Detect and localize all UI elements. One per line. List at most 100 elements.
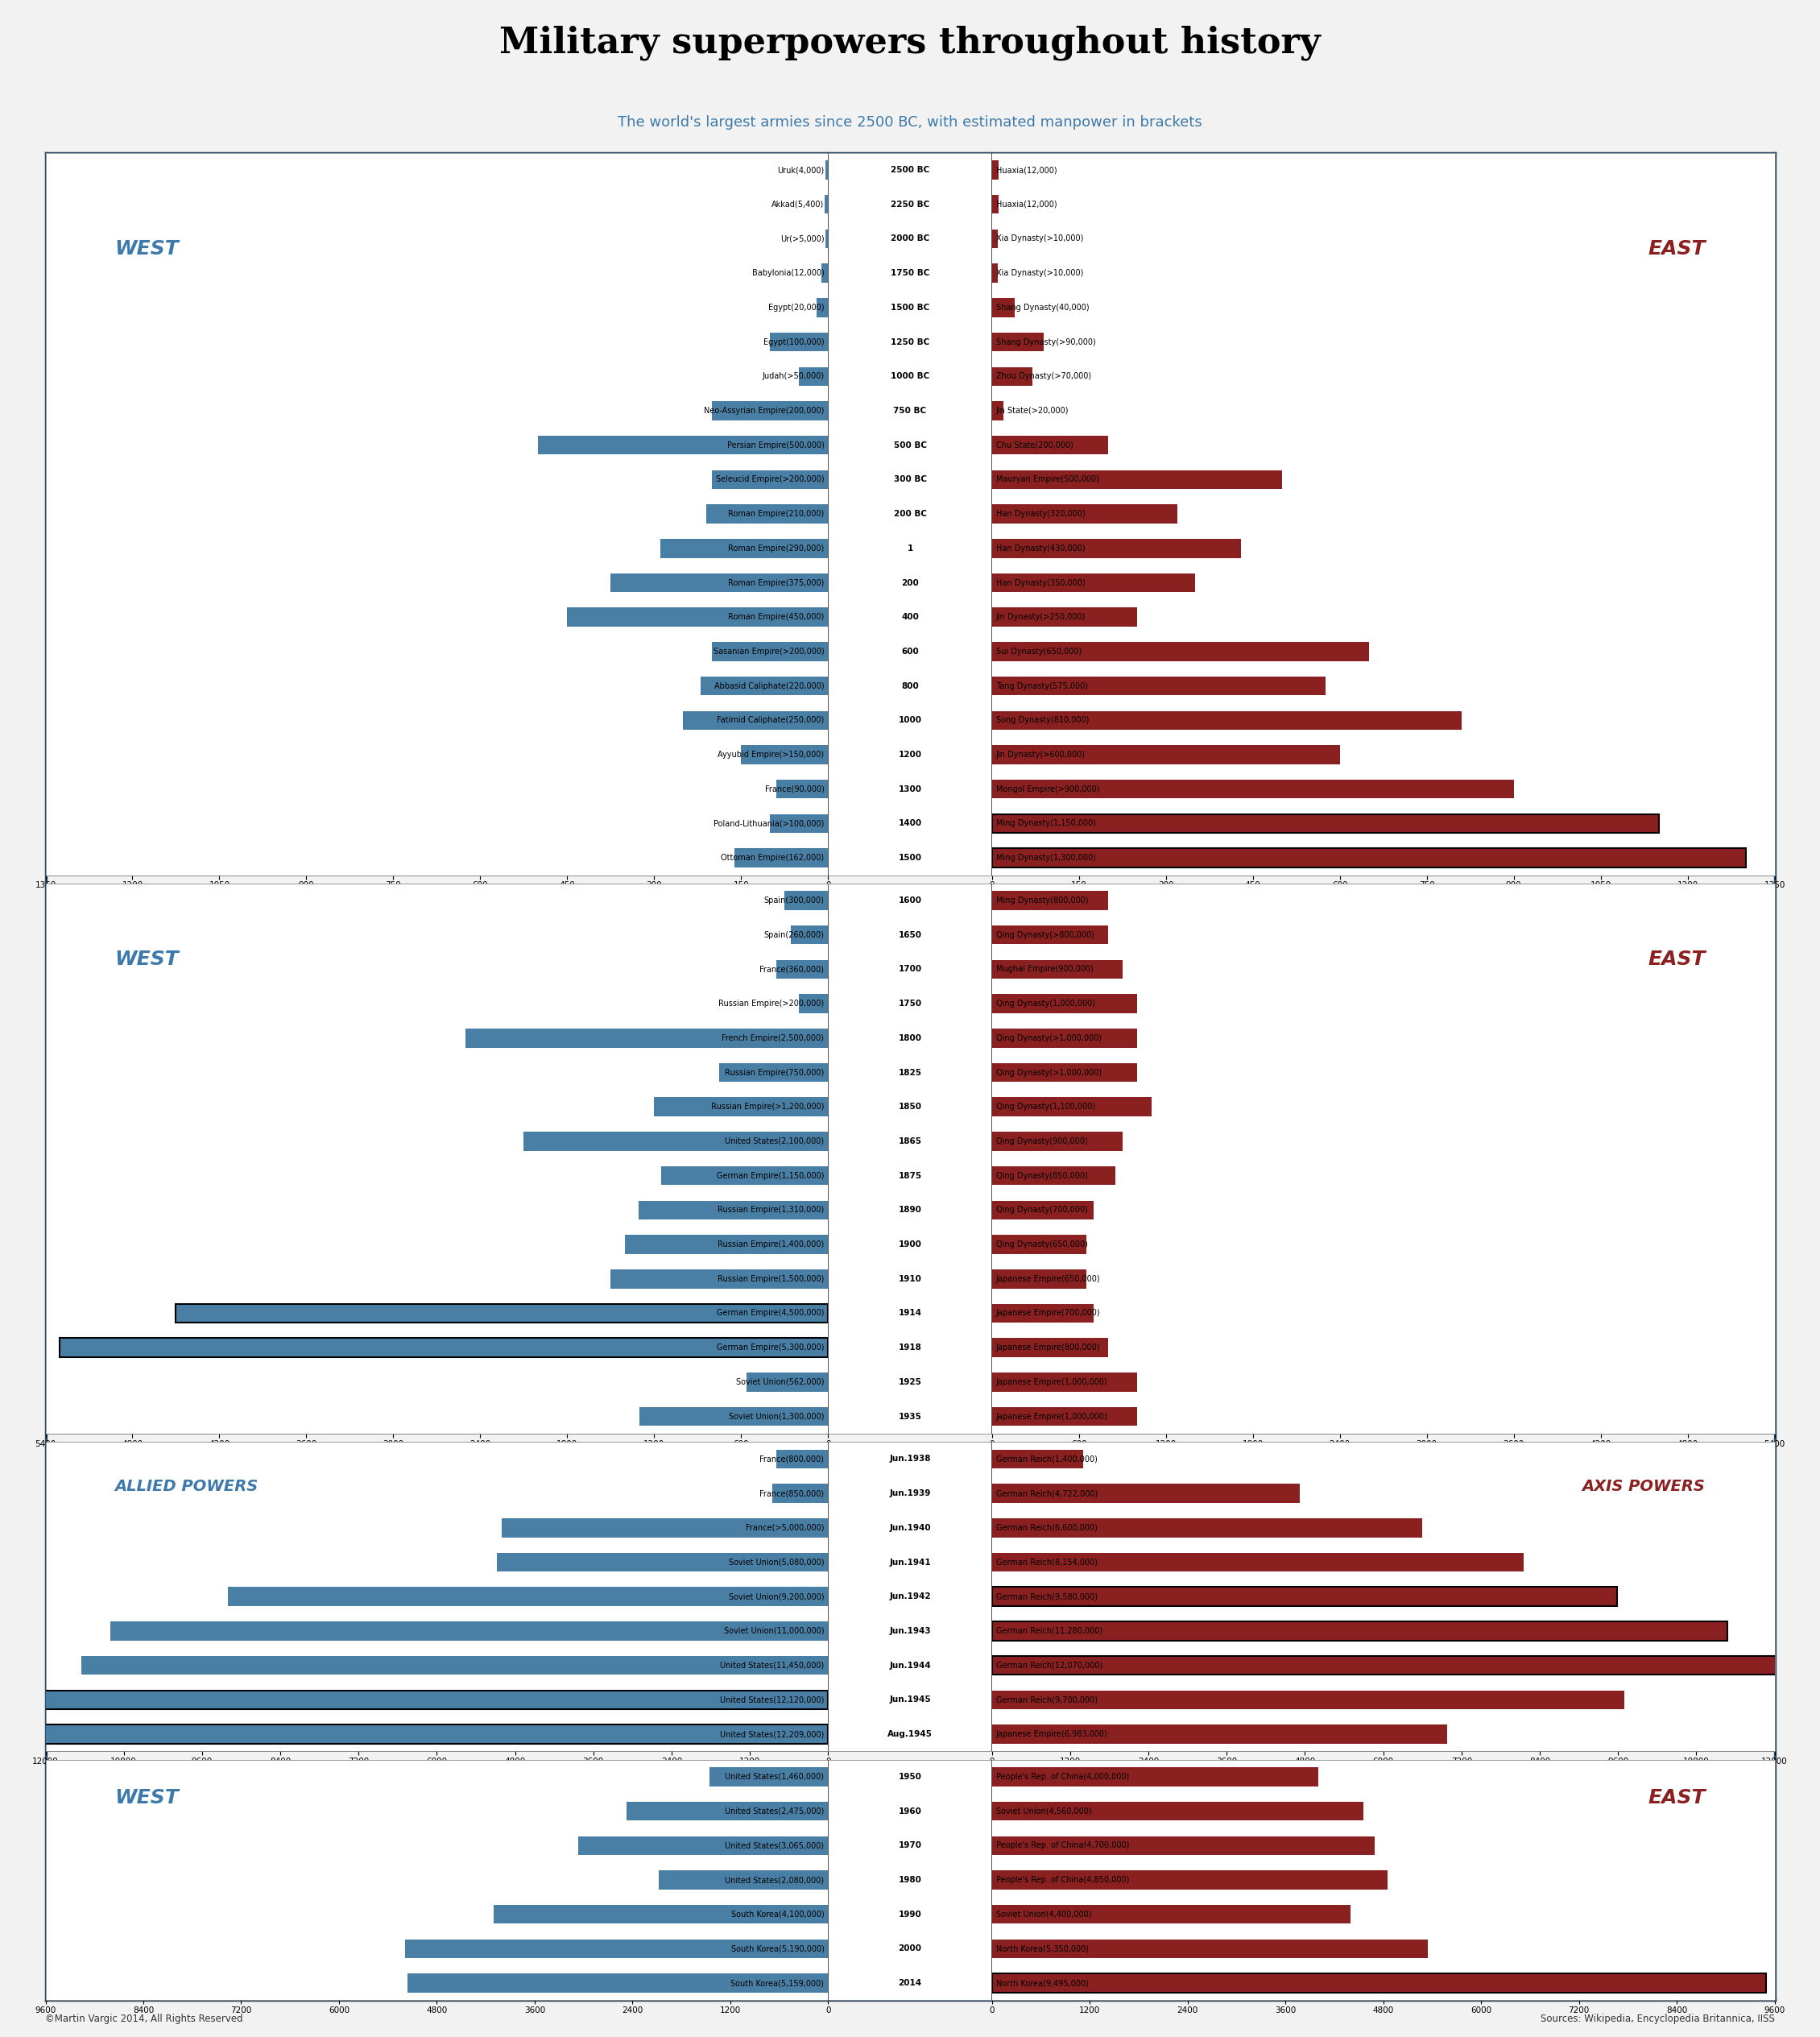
Text: EAST: EAST bbox=[1647, 949, 1705, 970]
Bar bbox=[992, 1338, 1108, 1357]
Text: ©Martin Vargic 2014, All Rights Reserved: ©Martin Vargic 2014, All Rights Reserved bbox=[46, 2013, 244, 2025]
Text: Russian Empire(750,000): Russian Empire(750,000) bbox=[724, 1069, 824, 1076]
Text: Russian Empire(1,400,000): Russian Empire(1,400,000) bbox=[717, 1241, 824, 1249]
Text: 1600: 1600 bbox=[899, 896, 921, 904]
Bar bbox=[82, 1656, 828, 1674]
Bar bbox=[992, 890, 1108, 911]
Bar bbox=[992, 607, 1138, 627]
Text: Fatimid Caliphate(250,000): Fatimid Caliphate(250,000) bbox=[717, 717, 824, 725]
Text: The world's largest armies since 2500 BC, with estimated manpower in brackets: The world's largest armies since 2500 BC… bbox=[617, 114, 1203, 130]
Text: Spain(260,000): Spain(260,000) bbox=[764, 931, 824, 939]
Text: People's Rep. of China(4,850,000): People's Rep. of China(4,850,000) bbox=[996, 1876, 1128, 1884]
Text: Soviet Union(9,200,000): Soviet Union(9,200,000) bbox=[728, 1593, 824, 1601]
Text: Shang Dynasty(40,000): Shang Dynasty(40,000) bbox=[996, 304, 1088, 312]
Text: 1300: 1300 bbox=[899, 784, 921, 792]
Bar bbox=[992, 1905, 1350, 1923]
Text: 2250 BC: 2250 BC bbox=[890, 200, 930, 208]
Bar bbox=[712, 471, 828, 489]
Text: Akkad(5,400): Akkad(5,400) bbox=[772, 200, 824, 208]
Bar bbox=[177, 1304, 828, 1322]
Text: 1000: 1000 bbox=[899, 717, 921, 725]
Text: Jin Dynasty(>600,000): Jin Dynasty(>600,000) bbox=[996, 752, 1085, 758]
Text: France(90,000): France(90,000) bbox=[764, 784, 824, 792]
Bar bbox=[539, 436, 828, 454]
Bar bbox=[992, 230, 997, 249]
Text: Russian Empire(1,500,000): Russian Empire(1,500,000) bbox=[717, 1275, 824, 1283]
Bar bbox=[799, 367, 828, 385]
Text: German Reich(12,070,000): German Reich(12,070,000) bbox=[996, 1662, 1103, 1670]
Text: German Empire(5,300,000): German Empire(5,300,000) bbox=[717, 1344, 824, 1353]
Text: Jun.1941: Jun.1941 bbox=[890, 1558, 930, 1566]
Text: ALLIED POWERS: ALLIED POWERS bbox=[115, 1479, 258, 1495]
Text: 1900: 1900 bbox=[899, 1241, 921, 1249]
Text: 1250 BC: 1250 BC bbox=[890, 338, 930, 346]
Bar bbox=[497, 1552, 828, 1573]
Text: People's Rep. of China(4,000,000): People's Rep. of China(4,000,000) bbox=[996, 1772, 1128, 1780]
Bar bbox=[992, 959, 1123, 978]
Bar bbox=[992, 815, 1658, 833]
Text: Han Dynasty(350,000): Han Dynasty(350,000) bbox=[996, 579, 1085, 587]
Text: Huaxia(12,000): Huaxia(12,000) bbox=[996, 165, 1057, 173]
Bar bbox=[992, 1098, 1152, 1116]
Text: United States(2,080,000): United States(2,080,000) bbox=[724, 1876, 824, 1884]
Text: 1990: 1990 bbox=[899, 1911, 921, 1919]
Text: Qing Dynasty(>800,000): Qing Dynasty(>800,000) bbox=[996, 931, 1094, 939]
Bar bbox=[821, 263, 828, 283]
Bar bbox=[775, 780, 828, 799]
Bar bbox=[992, 196, 999, 214]
Text: AXIS POWERS: AXIS POWERS bbox=[1582, 1479, 1705, 1495]
Text: 1750: 1750 bbox=[899, 1000, 921, 1008]
Bar bbox=[579, 1835, 828, 1856]
Text: Xia Dynasty(>10,000): Xia Dynasty(>10,000) bbox=[996, 234, 1083, 242]
Text: Japanese Empire(1,000,000): Japanese Empire(1,000,000) bbox=[996, 1412, 1108, 1420]
Text: 600: 600 bbox=[901, 648, 919, 656]
Bar bbox=[992, 1167, 1116, 1186]
Text: Han Dynasty(430,000): Han Dynasty(430,000) bbox=[996, 544, 1085, 552]
Bar bbox=[992, 297, 1016, 318]
Text: Soviet Union(4,400,000): Soviet Union(4,400,000) bbox=[996, 1911, 1092, 1919]
Bar bbox=[653, 1098, 828, 1116]
Text: 1950: 1950 bbox=[899, 1772, 921, 1780]
Text: Qing Dynasty(>1,000,000): Qing Dynasty(>1,000,000) bbox=[996, 1035, 1101, 1043]
Text: Jun.1938: Jun.1938 bbox=[890, 1454, 930, 1463]
Text: Tang Dynasty(575,000): Tang Dynasty(575,000) bbox=[996, 682, 1088, 691]
Text: Qing Dynasty(650,000): Qing Dynasty(650,000) bbox=[996, 1241, 1088, 1249]
Text: 300 BC: 300 BC bbox=[894, 475, 926, 483]
Bar bbox=[992, 1234, 1087, 1255]
Text: German Empire(4,500,000): German Empire(4,500,000) bbox=[717, 1310, 824, 1318]
Text: United States(2,100,000): United States(2,100,000) bbox=[724, 1137, 824, 1145]
Bar bbox=[992, 676, 1325, 695]
Bar bbox=[661, 540, 828, 558]
Text: 1750 BC: 1750 BC bbox=[890, 269, 930, 277]
Bar bbox=[992, 572, 1194, 593]
Text: People's Rep. of China(4,700,000): People's Rep. of China(4,700,000) bbox=[996, 1841, 1128, 1850]
X-axis label: Thousands of soldiers: Thousands of soldiers bbox=[382, 892, 491, 902]
Bar bbox=[992, 1939, 1429, 1958]
Text: Ottoman Empire(162,000): Ottoman Empire(162,000) bbox=[721, 854, 824, 862]
Bar bbox=[992, 1133, 1123, 1151]
Bar bbox=[992, 471, 1281, 489]
Text: Ming Dynasty(1,150,000): Ming Dynasty(1,150,000) bbox=[996, 819, 1096, 827]
Text: Ming Dynasty(1,300,000): Ming Dynasty(1,300,000) bbox=[996, 854, 1096, 862]
Bar bbox=[992, 1801, 1363, 1821]
Bar bbox=[770, 332, 828, 352]
Text: EAST: EAST bbox=[1647, 1788, 1705, 1807]
Text: France(>5,000,000): France(>5,000,000) bbox=[746, 1524, 824, 1532]
Text: Huaxia(12,000): Huaxia(12,000) bbox=[996, 200, 1057, 208]
Bar bbox=[38, 1691, 828, 1709]
Text: 1914: 1914 bbox=[899, 1310, 921, 1318]
Text: Ur(>5,000): Ur(>5,000) bbox=[781, 234, 824, 242]
Bar bbox=[612, 1269, 828, 1287]
Text: Soviet Union(562,000): Soviet Union(562,000) bbox=[735, 1379, 824, 1385]
Bar bbox=[992, 1408, 1138, 1426]
Text: Roman Empire(450,000): Roman Empire(450,000) bbox=[728, 613, 824, 621]
Text: 1925: 1925 bbox=[899, 1379, 921, 1385]
Text: German Reich(4,722,000): German Reich(4,722,000) bbox=[996, 1489, 1097, 1497]
Bar bbox=[992, 1450, 1083, 1469]
Text: United States(3,065,000): United States(3,065,000) bbox=[724, 1841, 824, 1850]
Bar bbox=[992, 746, 1340, 764]
Text: 1935: 1935 bbox=[899, 1412, 921, 1420]
Text: Sui Dynasty(650,000): Sui Dynasty(650,000) bbox=[996, 648, 1081, 656]
Bar bbox=[493, 1905, 828, 1923]
Text: Seleucid Empire(>200,000): Seleucid Empire(>200,000) bbox=[715, 475, 824, 483]
